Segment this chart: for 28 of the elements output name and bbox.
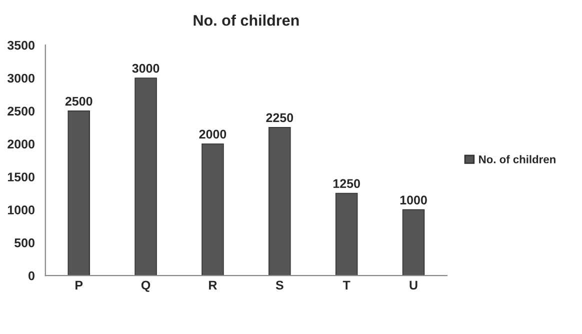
data-label: 2250 xyxy=(266,113,294,122)
y-tick-label: 500 xyxy=(14,238,34,248)
y-tick-label: 3500 xyxy=(7,40,34,50)
data-label: 1000 xyxy=(400,196,427,204)
chart-title: No. of children xyxy=(194,14,299,26)
bar xyxy=(335,192,358,276)
y-tick-label: 3000 xyxy=(7,74,34,83)
data-label: 1250 xyxy=(333,179,360,188)
x-tick-label: P xyxy=(76,280,83,290)
x-tick-label: R xyxy=(209,280,217,290)
bar xyxy=(402,209,425,276)
data-label: 2500 xyxy=(65,96,92,106)
bar xyxy=(68,110,90,276)
x-tick-label: Q xyxy=(141,280,150,292)
y-tick-label: 2000 xyxy=(8,140,34,149)
y-tick-label: 1000 xyxy=(8,206,34,214)
bar xyxy=(134,78,157,276)
x-tick-label: T xyxy=(342,280,350,290)
y-tick-label: 0 xyxy=(28,271,34,280)
x-tick-label: S xyxy=(276,280,284,290)
y-tick-label: 2500 xyxy=(8,106,34,116)
legend-label: No. of children xyxy=(479,155,556,164)
data-label: 3000 xyxy=(132,64,160,73)
x-tick-label: U xyxy=(410,280,418,290)
bar xyxy=(268,126,291,276)
bar xyxy=(202,143,224,276)
y-tick-label: 1500 xyxy=(8,172,34,182)
data-label: 2000 xyxy=(199,130,226,139)
